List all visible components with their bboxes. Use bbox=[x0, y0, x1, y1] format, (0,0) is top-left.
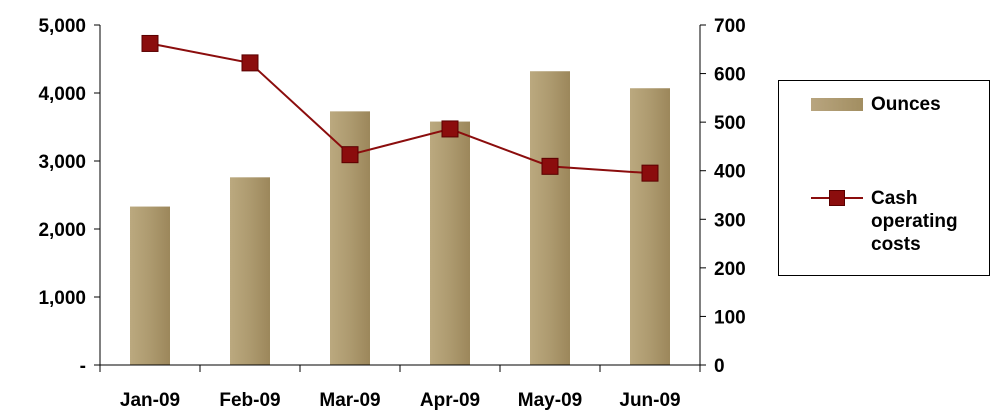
cost-marker-feb-09 bbox=[241, 54, 259, 72]
bar-jun-09 bbox=[630, 88, 670, 366]
right-tick-label: 400 bbox=[714, 162, 746, 183]
x-tick-label: Jan-09 bbox=[120, 390, 180, 411]
bar-may-09 bbox=[530, 71, 570, 366]
cost-marker-apr-09 bbox=[441, 120, 459, 138]
right-tick-label: 500 bbox=[714, 113, 746, 134]
legend-bar-swatch bbox=[811, 98, 863, 111]
cost-marker-jan-09 bbox=[141, 34, 159, 52]
bar-jan-09 bbox=[130, 206, 170, 365]
x-tick-label: Mar-09 bbox=[319, 390, 380, 411]
right-tick-label: 200 bbox=[714, 259, 746, 280]
bar-feb-09 bbox=[230, 177, 270, 365]
legend-line-swatch bbox=[811, 187, 863, 210]
left-tick-label: 3,000 bbox=[38, 152, 86, 173]
legend-item-cash-operating-costs: Cash operating costs bbox=[811, 187, 981, 256]
combo-chart: - 1,000 2,000 3,000 4,000 5,000 0 100 200 300 400 5… bbox=[38, 16, 745, 411]
left-tick-label: 4,000 bbox=[38, 84, 86, 105]
axes bbox=[94, 24, 706, 372]
right-tick-label: 100 bbox=[714, 307, 746, 328]
bar-apr-09 bbox=[430, 121, 470, 365]
x-tick-label: Apr-09 bbox=[420, 390, 480, 411]
bar-series bbox=[130, 71, 670, 366]
tick-labels: - 1,000 2,000 3,000 4,000 5,000 0 100 200 300 400 5… bbox=[38, 16, 745, 411]
left-tick-label: 1,000 bbox=[38, 288, 86, 309]
line-series bbox=[141, 34, 659, 182]
right-tick-label: 0 bbox=[714, 356, 725, 377]
legend-item-ounces: Ounces bbox=[811, 93, 981, 116]
cost-marker-may-09 bbox=[541, 157, 559, 175]
cost-line bbox=[149, 42, 651, 175]
cost-marker-mar-09 bbox=[341, 146, 359, 164]
x-tick-label: May-09 bbox=[518, 390, 582, 411]
x-tick-label: Jun-09 bbox=[619, 390, 680, 411]
cost-marker-jun-09 bbox=[641, 164, 659, 182]
x-tick-label: Feb-09 bbox=[219, 390, 280, 411]
right-tick-label: 300 bbox=[714, 210, 746, 231]
left-tick-label: - bbox=[80, 356, 86, 377]
legend-label-cash-operating-costs: Cash operating costs bbox=[871, 188, 958, 255]
left-tick-label: 2,000 bbox=[38, 220, 86, 241]
right-tick-label: 600 bbox=[714, 65, 746, 86]
legend: Ounces Cash operating costs bbox=[778, 80, 990, 276]
left-tick-label: 5,000 bbox=[38, 16, 86, 37]
legend-label-ounces: Ounces bbox=[871, 94, 941, 115]
right-tick-label: 700 bbox=[714, 16, 746, 37]
